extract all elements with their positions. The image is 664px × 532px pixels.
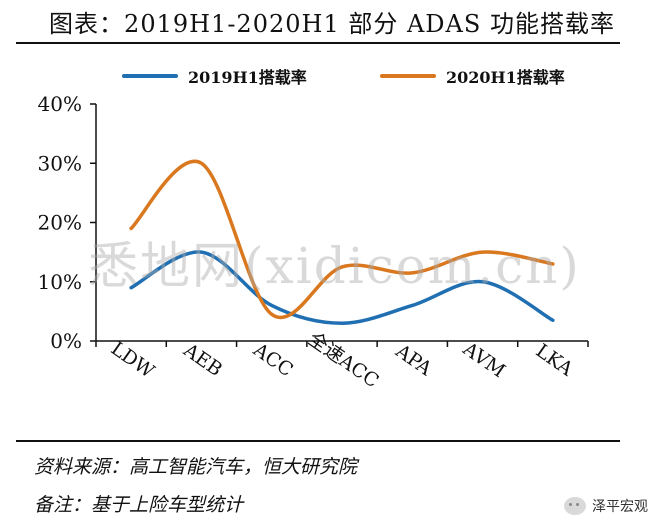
watermark: 悉地网(xidicom.cn) [88,237,581,295]
y-tick-label: 10% [38,270,82,294]
y-tick-label: 40% [38,92,82,116]
x-tick-label: LKA [532,340,577,381]
series-line-2020 [129,159,555,320]
legend-label-2020: 2020H1搭载率 [446,68,565,87]
x-tick-label: AEB [179,339,226,381]
wechat-brand: 泽平宏观 [564,496,648,516]
series-line-2019 [129,250,555,325]
y-tick-label: 20% [38,211,82,235]
legend-label-2019: 2019H1搭载率 [188,68,307,87]
y-tick-label: 0% [50,329,82,353]
legend-item-2019: 2019H1搭载率 [122,64,307,88]
x-tick-label: APA [391,339,436,380]
source-note: 资料来源：高工智能汽车，恒大研究院 [34,456,358,478]
legend-swatch-2019 [122,74,178,78]
footer-rule [16,440,620,442]
y-tick-label: 30% [38,151,82,175]
legend: 2019H1搭载率 2020H1搭载率 [0,64,664,94]
x-tick-label: ACC [248,338,296,381]
wechat-icon [564,497,586,515]
line-chart: 0% 10% 20% 30% 40% LDW AEB ACC 全速ACC APA AVM LKA [38,92,589,392]
legend-item-2020: 2020H1搭载率 [380,64,565,88]
x-tick-label: LDW [107,337,159,382]
chart-title: 图表：2019H1-2020H1 部分 ADAS 功能搭载率 [49,10,615,38]
brand-label: 泽平宏观 [592,499,648,515]
legend-swatch-2020 [380,74,436,78]
x-tick-label: AVM [458,337,509,382]
x-tick-label: 全速ACC [304,328,383,392]
title-rule [16,42,620,44]
remark-note: 备注：基于上险车型统计 [34,494,244,516]
